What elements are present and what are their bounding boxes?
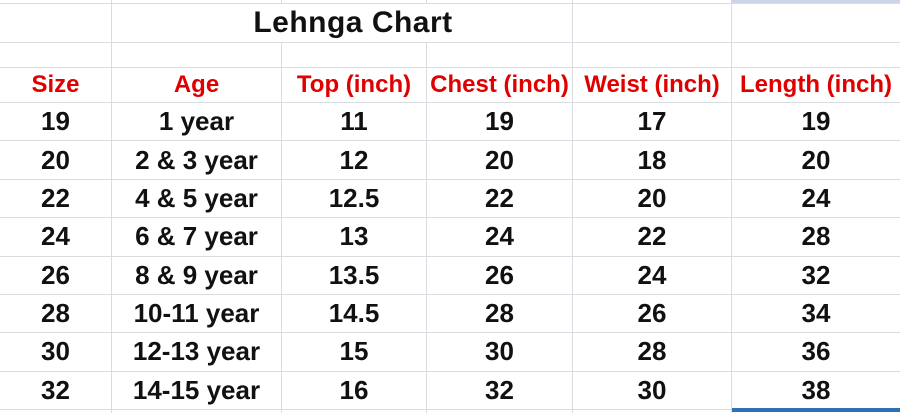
cell[interactable]: 34 [732, 295, 900, 334]
cell[interactable]: 30 [427, 333, 573, 372]
cell [0, 0, 112, 4]
chart-title-cell[interactable]: Lehnga Chart [112, 4, 573, 43]
header-age[interactable]: Age [112, 68, 282, 103]
cell[interactable] [0, 4, 112, 43]
cell[interactable]: 16 [282, 371, 427, 410]
cell[interactable]: 2 & 3 year [112, 141, 282, 180]
cell[interactable] [732, 43, 900, 68]
cell [573, 410, 732, 413]
cell[interactable]: 30 [573, 371, 732, 410]
cell [427, 0, 573, 4]
cell[interactable] [0, 43, 112, 68]
cell[interactable]: 20 [0, 141, 112, 180]
cell[interactable]: 20 [427, 141, 573, 180]
cell[interactable]: 20 [573, 179, 732, 219]
cell [427, 410, 573, 413]
cell[interactable]: 14-15 year [112, 371, 282, 410]
cell[interactable]: 17 [573, 103, 732, 142]
cell [282, 410, 427, 413]
cell[interactable]: 28 [0, 294, 112, 334]
cell[interactable]: 22 [427, 179, 573, 219]
cell[interactable]: 28 [427, 294, 573, 334]
cell[interactable]: 28 [732, 218, 900, 257]
cell [112, 410, 282, 413]
cell[interactable]: 19 [0, 103, 112, 142]
cell[interactable]: 1 year [112, 103, 282, 142]
cell[interactable]: 14.5 [282, 294, 427, 334]
selected-column-strip [732, 0, 900, 4]
cell [282, 0, 427, 4]
cell[interactable]: 30 [0, 333, 112, 372]
cell[interactable]: 11 [282, 103, 427, 142]
cell[interactable]: 18 [573, 141, 732, 180]
cell[interactable]: 13 [282, 218, 427, 257]
header-length-inch[interactable]: Length (inch) [732, 68, 900, 103]
header-weist-inch[interactable]: Weist (inch) [573, 68, 732, 103]
cell[interactable]: 26 [0, 256, 112, 295]
cell[interactable]: 24 [573, 256, 732, 295]
cell[interactable]: 6 & 7 year [112, 218, 282, 257]
cell[interactable]: 19 [732, 103, 900, 142]
cell[interactable]: 10-11 year [112, 294, 282, 334]
cell[interactable]: 13.5 [282, 256, 427, 295]
cell[interactable]: 26 [573, 294, 732, 334]
cell[interactable]: 38 [732, 372, 900, 410]
cell[interactable]: 4 & 5 year [112, 179, 282, 219]
cell[interactable]: 20 [732, 141, 900, 180]
header-chest-inch[interactable]: Chest (inch) [427, 68, 573, 103]
cell[interactable]: 36 [732, 333, 900, 372]
cell [573, 0, 732, 4]
cell[interactable] [282, 43, 427, 68]
cell[interactable]: 32 [427, 371, 573, 410]
cell[interactable]: 12-13 year [112, 333, 282, 372]
cell[interactable]: 24 [427, 218, 573, 257]
cell[interactable]: 12 [282, 141, 427, 180]
cell[interactable]: 12.5 [282, 179, 427, 219]
cell[interactable]: 26 [427, 256, 573, 295]
cell[interactable] [573, 4, 732, 43]
cell[interactable]: 32 [732, 257, 900, 295]
cell-selection-border [732, 408, 900, 412]
cell[interactable]: 15 [282, 333, 427, 372]
cell[interactable]: 32 [0, 371, 112, 410]
cell [112, 0, 282, 4]
cell[interactable] [732, 4, 900, 43]
cell[interactable]: 28 [573, 333, 732, 372]
header-top-inch[interactable]: Top (inch) [282, 68, 427, 103]
header-size[interactable]: Size [0, 68, 112, 103]
cell[interactable]: 8 & 9 year [112, 256, 282, 295]
cell [0, 410, 112, 413]
cell[interactable] [112, 43, 282, 68]
cell[interactable]: 19 [427, 103, 573, 142]
cell[interactable]: 22 [573, 218, 732, 257]
cell[interactable]: 24 [0, 218, 112, 257]
cell[interactable] [573, 43, 732, 68]
cell[interactable]: 22 [0, 179, 112, 219]
cell[interactable]: 24 [732, 180, 900, 219]
cell[interactable] [427, 43, 573, 68]
